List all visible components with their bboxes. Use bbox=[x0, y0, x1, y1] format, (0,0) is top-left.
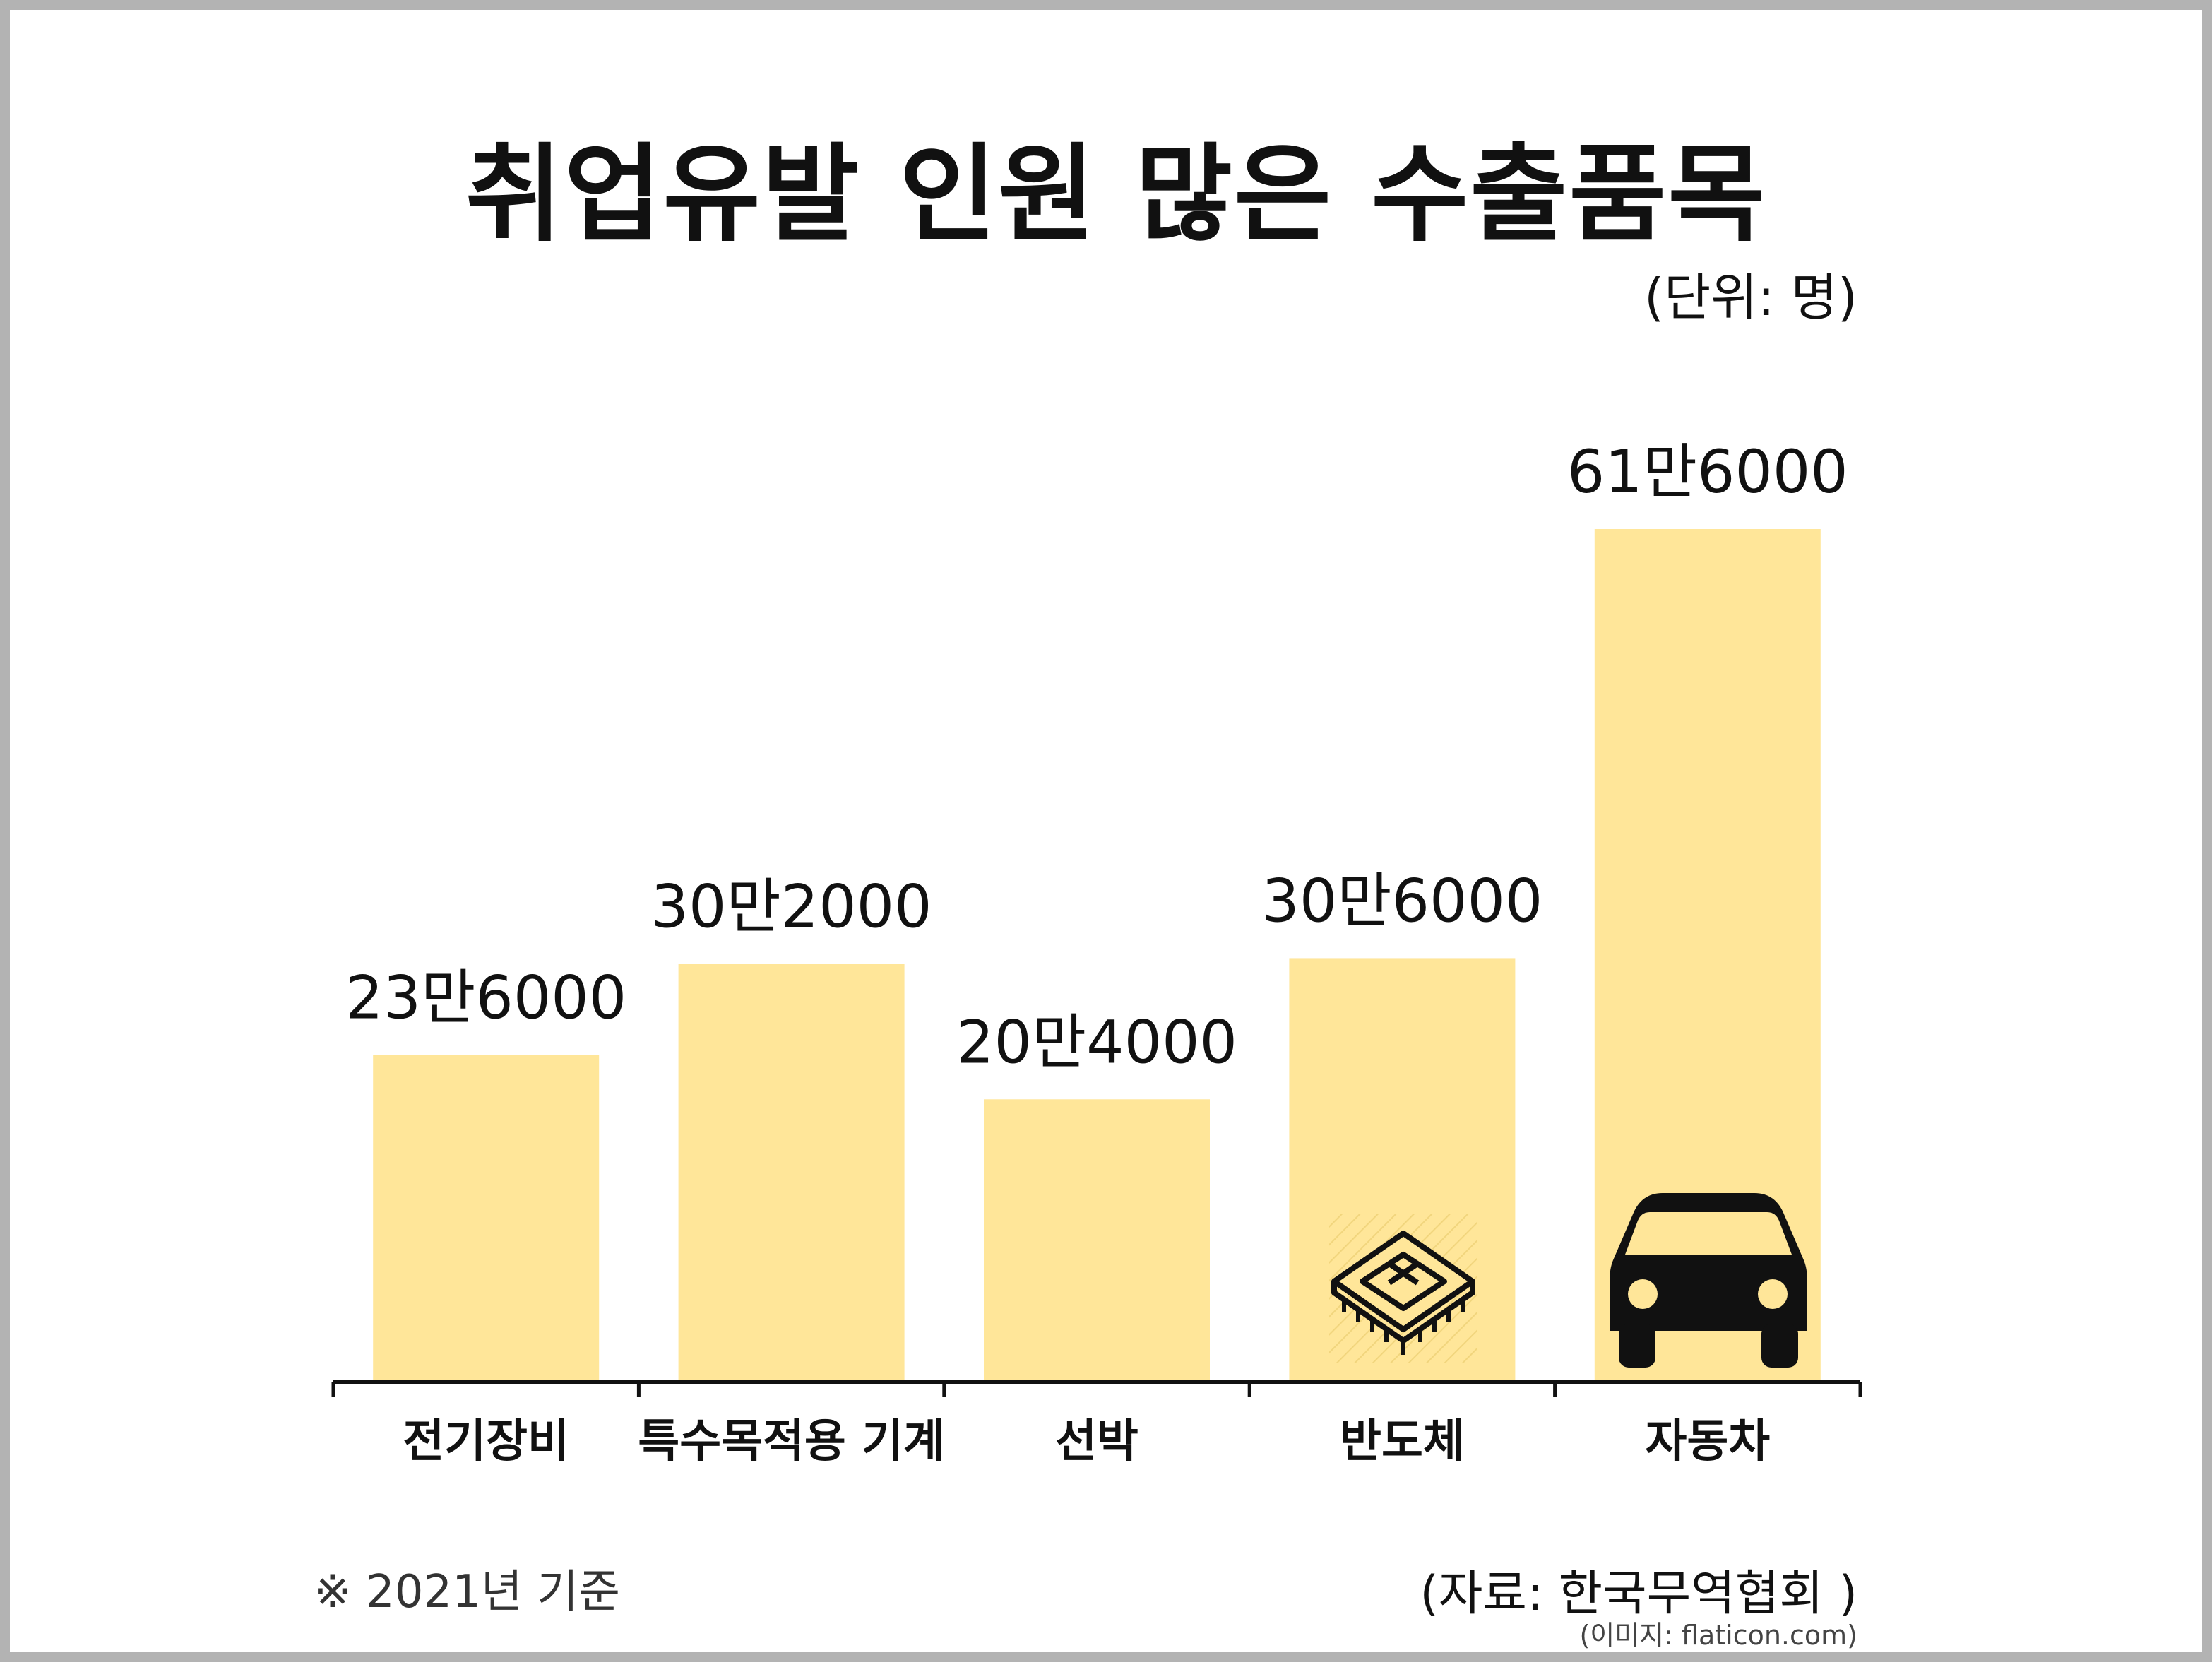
chart-title: 취업유발 인원 많은 수출품목 bbox=[465, 134, 1767, 256]
unit-label: (단위: 명) bbox=[1643, 268, 1857, 327]
value-label-1: 23만6000 bbox=[345, 964, 626, 1033]
footnote: ※ 2021년 기준 bbox=[314, 1566, 620, 1618]
category-label-2: 특수목적용 기계 bbox=[638, 1416, 944, 1468]
category-label-5: 자동차 bbox=[1645, 1416, 1770, 1468]
value-label-4: 30만6000 bbox=[1261, 866, 1542, 935]
car-icon bbox=[1610, 1193, 1807, 1368]
category-label-4: 반도체 bbox=[1340, 1416, 1465, 1468]
value-label-5: 61만6000 bbox=[1567, 437, 1848, 506]
image-credit: (이미지: flaticon.com) bbox=[1579, 1620, 1857, 1651]
icons-group bbox=[1329, 1193, 1807, 1368]
microchip-icon bbox=[1329, 1214, 1477, 1363]
value-label-3: 20만4000 bbox=[956, 1007, 1237, 1077]
value-label-2: 30만2000 bbox=[651, 872, 932, 941]
category-label-1: 전기장비 bbox=[403, 1416, 569, 1468]
bar-3 bbox=[984, 1099, 1210, 1382]
bar-2 bbox=[678, 964, 905, 1382]
source-label: (자료: 한국무역협회 ) bbox=[1420, 1566, 1857, 1622]
category-label-3: 선박 bbox=[1055, 1416, 1138, 1468]
bar-1 bbox=[373, 1055, 600, 1382]
bar-chart: 23만6000 전기장비 30만2000 특수목적용 기계 20만4000 선박 30만60… bbox=[331, 437, 1862, 1468]
x-axis bbox=[331, 1380, 1862, 1397]
